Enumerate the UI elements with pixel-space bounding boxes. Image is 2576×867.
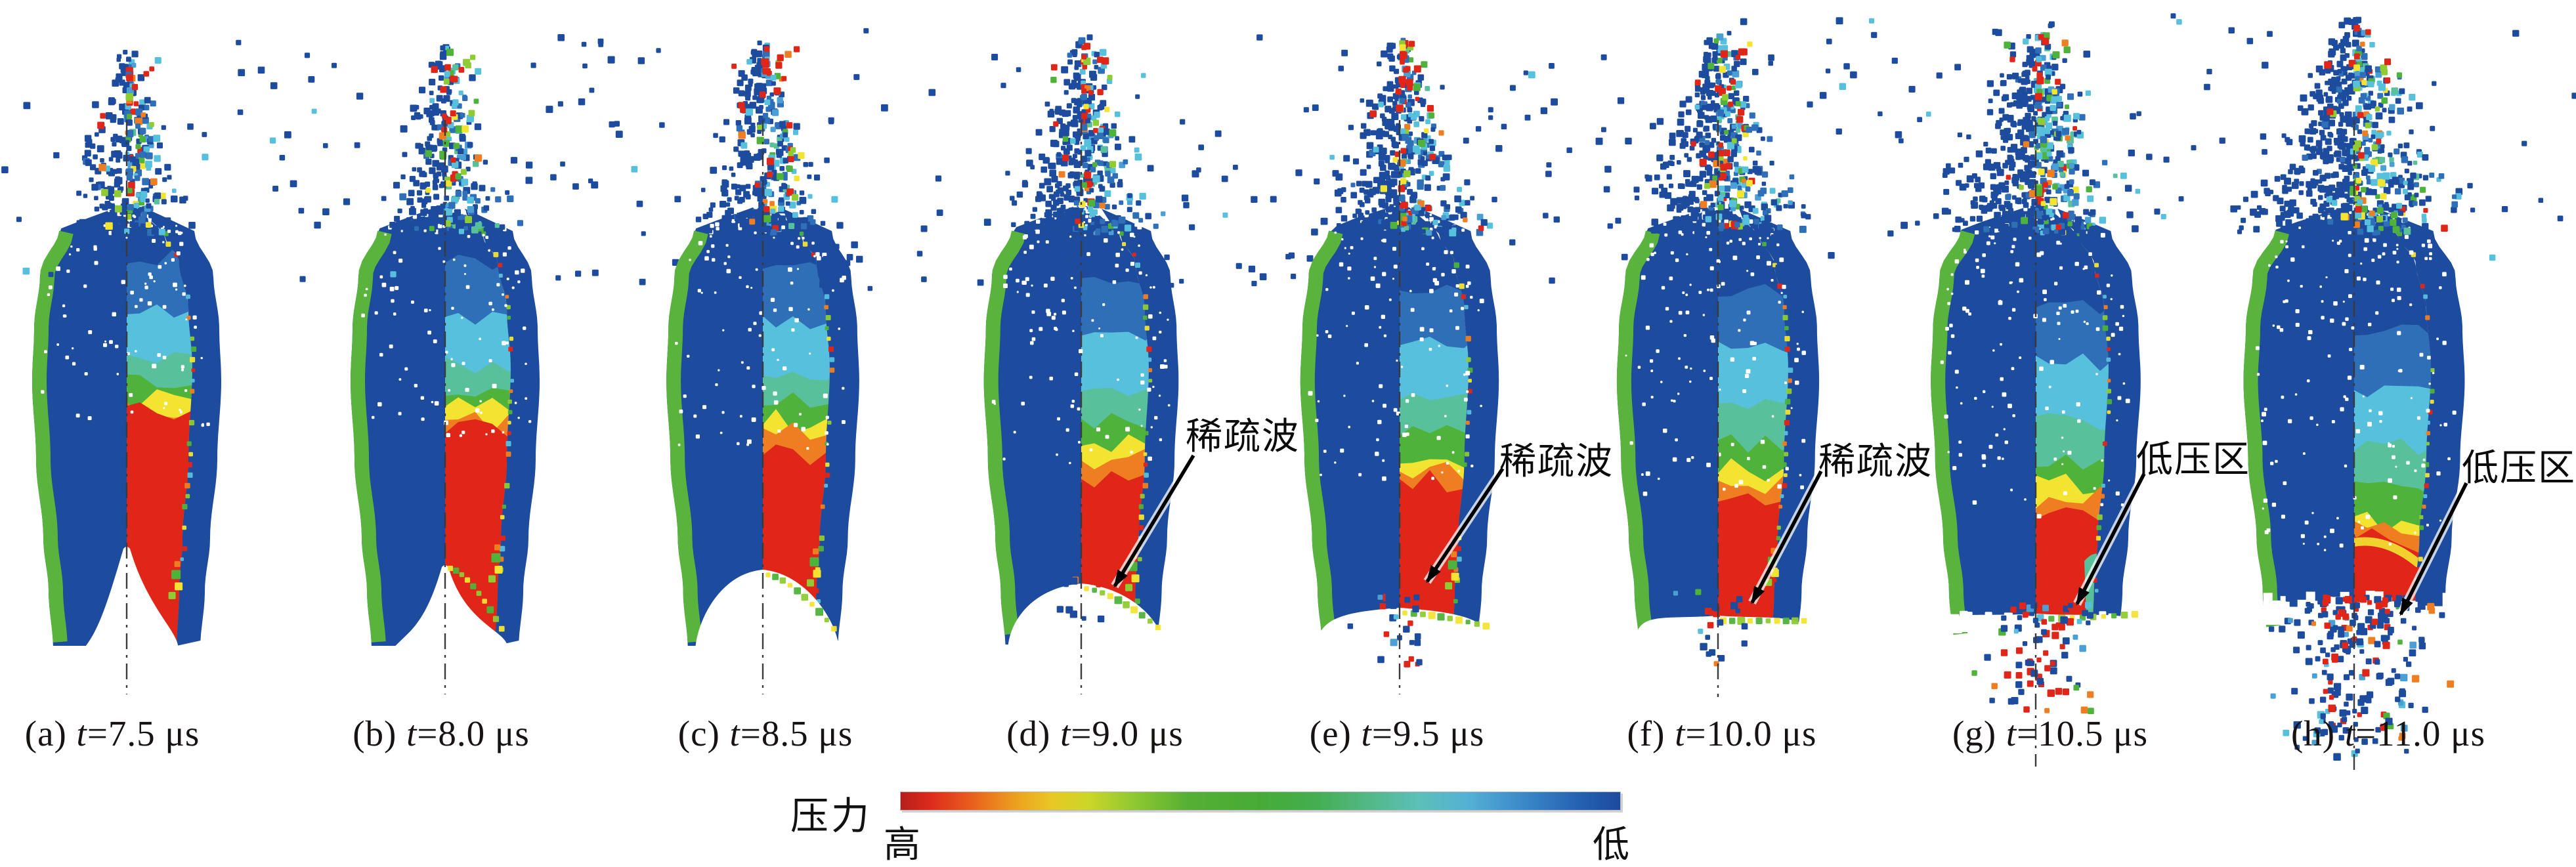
colorbar-high-label: 高	[884, 825, 920, 866]
caption-index: (a)	[24, 713, 77, 753]
caption-value: =11.0 μs	[2355, 713, 2486, 753]
annotation-rarefaction-wave-d: 稀疏波	[1186, 417, 1300, 457]
caption-value: =7.5 μs	[87, 713, 200, 753]
panel-caption-c: (c) t=8.5 μs	[562, 713, 969, 754]
caption-value: =10.5 μs	[2017, 713, 2149, 753]
panel-b-graphic	[202, 38, 683, 694]
panel-caption-h: (h) t=11.0 μs	[2185, 713, 2576, 754]
caption-index: (g)	[1952, 713, 2006, 753]
caption-symbol: t	[76, 713, 87, 753]
panel-caption-d: (d) t=9.0 μs	[891, 713, 1299, 754]
caption-value: =8.5 μs	[740, 713, 853, 753]
panel-caption-a: (a) t=7.5 μs	[0, 713, 316, 754]
annotation-arrow-3	[2075, 473, 2146, 606]
panel-g-graphic	[1740, 17, 2319, 767]
caption-symbol: t	[2006, 713, 2017, 753]
panel-caption-b: (b) t=8.0 μs	[238, 713, 645, 754]
caption-symbol: t	[1361, 713, 1372, 753]
panel-c-graphic	[510, 34, 1010, 694]
annotation-arrow-0	[1113, 454, 1195, 588]
annotation-arrow-1	[1425, 467, 1505, 583]
panel-caption-e: (e) t=9.5 μs	[1193, 713, 1600, 754]
colorbar-low-label: 低	[1593, 825, 1629, 866]
panel-caption-f: (f) t=10.0 μs	[1518, 713, 1925, 754]
colorbar-title: 压力	[790, 795, 872, 837]
annotation-arrow-4	[2399, 482, 2468, 616]
caption-value: =9.0 μs	[1071, 713, 1184, 753]
annotation-arrow-2	[1750, 470, 1823, 604]
caption-index: (c)	[677, 713, 730, 753]
caption-index: (d)	[1006, 713, 1061, 753]
annotation-rarefaction-wave-f: 稀疏波	[1818, 442, 1933, 482]
panel-d-graphic	[828, 28, 1348, 694]
caption-value: =10.0 μs	[1685, 713, 1817, 753]
caption-index: (h)	[2290, 713, 2345, 753]
annotation-rarefaction-wave-e: 稀疏波	[1499, 442, 1614, 482]
caption-index: (e)	[1309, 713, 1362, 753]
panel-e-graphic	[1135, 37, 1669, 694]
pressure-colorbar	[900, 792, 1621, 811]
caption-value: =8.0 μs	[417, 713, 530, 753]
caption-symbol: t	[2344, 713, 2356, 753]
caption-symbol: t	[406, 713, 418, 753]
panel-caption-g: (g) t=10.5 μs	[1847, 713, 2254, 754]
caption-index: (f)	[1627, 713, 1675, 753]
annotation-arrows	[1111, 453, 2470, 616]
caption-symbol: t	[1675, 713, 1686, 753]
caption-value: =9.5 μs	[1371, 713, 1485, 753]
annotation-low-pressure-zone-g: 低压区	[2136, 440, 2250, 480]
caption-symbol: t	[1060, 713, 1071, 753]
panel-f-graphic	[1438, 28, 2000, 697]
annotation-low-pressure-zone-h: 低压区	[2462, 448, 2576, 489]
caption-symbol: t	[729, 713, 741, 753]
panel-a-graphic	[1, 39, 364, 694]
caption-index: (b)	[353, 713, 407, 753]
